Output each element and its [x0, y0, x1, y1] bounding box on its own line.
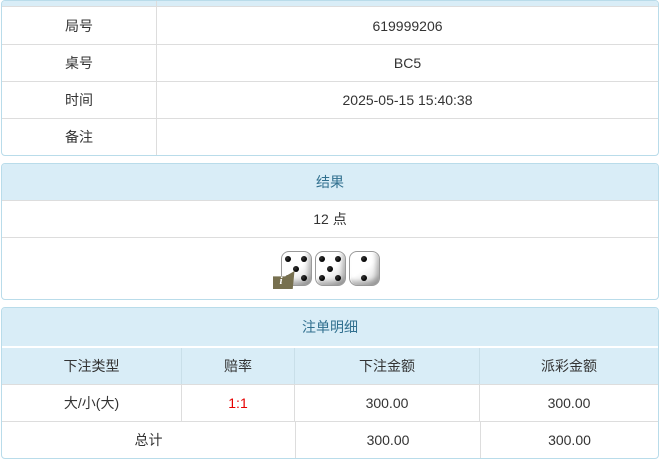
result-panel: 结果 12 点 i: [1, 163, 659, 300]
bet-amount-value: 300.00: [294, 385, 479, 421]
die-pip: [335, 274, 342, 281]
bet-details-panel: 注单明细 下注类型 赔率 下注金额 派彩金额 大/小(大) 1:1 300.00…: [1, 307, 659, 459]
die-pip: [318, 256, 325, 263]
table-id-value: BC5: [393, 55, 422, 71]
result-panel-title: 结果: [2, 164, 658, 201]
time-row: 时间 2025-05-15 15:40:38: [2, 81, 658, 118]
panel-top-strip-left: [2, 1, 157, 6]
header-payout-amount: 派彩金额: [479, 348, 658, 384]
total-row: 总计 300.00 300.00: [2, 421, 658, 458]
die-pip: [318, 274, 325, 281]
bet-payout-value: 300.00: [479, 385, 658, 421]
dice-row: i: [2, 238, 658, 299]
total-label: 总计: [134, 432, 163, 448]
die-pip: [293, 265, 299, 272]
header-bet-amount: 下注金额: [294, 348, 479, 384]
round-id-row: 局号 619999206: [2, 7, 658, 44]
table-id-row: 桌号 BC5: [2, 44, 658, 81]
dice-group: i: [272, 251, 380, 289]
bet-odds-value: 1:1: [181, 385, 294, 421]
remark-label: 备注: [2, 119, 157, 155]
total-bet-amount: 300.00: [295, 422, 480, 458]
bet-row: 大/小(大) 1:1 300.00 300.00: [2, 384, 658, 421]
die-pip: [284, 256, 291, 263]
die-face-2: [348, 251, 380, 286]
round-id-value: 619999206: [372, 17, 443, 34]
round-id-label: 局号: [2, 7, 157, 44]
table-id-label: 桌号: [2, 45, 157, 81]
bet-details-title: 注单明细: [2, 308, 658, 346]
result-points: 12 点: [2, 201, 658, 238]
panel-top-strip: [2, 1, 658, 7]
die-pip: [335, 256, 342, 263]
die-pip: [301, 256, 308, 263]
die-pip: [361, 256, 367, 263]
round-info-panel: 局号 619999206 桌号 BC5 时间 2025-05-15 15:40:…: [1, 0, 659, 156]
header-bet-type: 下注类型: [63, 358, 120, 374]
header-odds: 赔率: [181, 348, 294, 384]
die-pip: [301, 274, 308, 281]
total-payout-amount: 300.00: [480, 422, 658, 458]
time-value: 2025-05-15 15:40:38: [342, 92, 473, 108]
bet-type-value: 大/小(大): [63, 395, 120, 411]
time-label: 时间: [2, 82, 157, 118]
die-pip: [327, 265, 333, 272]
bet-details-header: 下注类型 赔率 下注金额 派彩金额: [2, 346, 658, 384]
die-face-5: [314, 251, 346, 286]
remark-row: 备注: [2, 118, 658, 155]
die-pip: [361, 274, 367, 281]
